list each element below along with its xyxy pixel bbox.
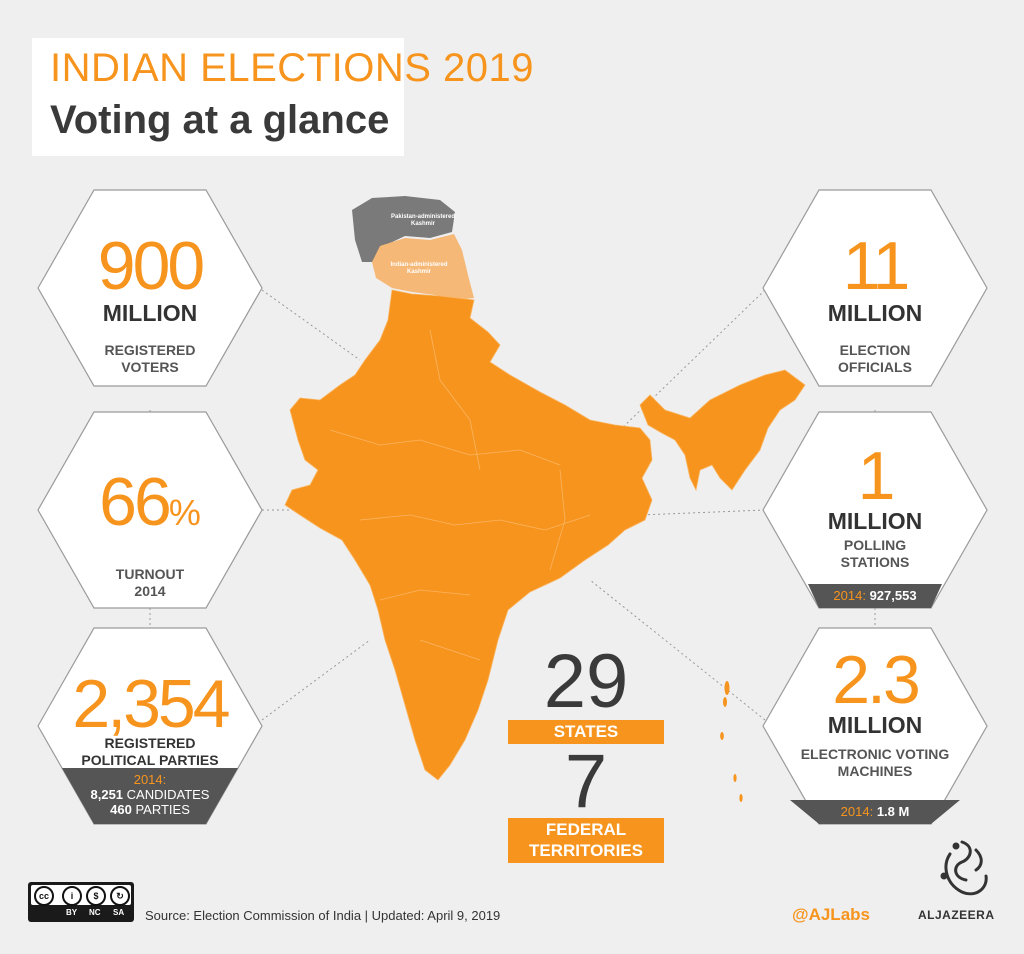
- evm-band-text: 2014: 1.8 M: [790, 804, 960, 819]
- parties-2014-count: 460: [110, 802, 132, 817]
- territories-label-1: FEDERAL: [545, 820, 627, 839]
- candidates-count: 8,251: [90, 787, 124, 802]
- page-title: INDIAN ELECTIONS 2019: [50, 46, 534, 90]
- ind-kashmir-shape: [372, 234, 474, 300]
- states-count: 29: [543, 639, 629, 724]
- hexagon-turnout: [37, 411, 263, 609]
- noncommercial-icon: $: [86, 886, 106, 906]
- polling-band-value: 927,553: [865, 588, 917, 603]
- attribution-icon: i: [62, 886, 82, 906]
- evm-unit: MILLION: [827, 712, 923, 738]
- parties-label-1: REGISTERED: [104, 735, 196, 751]
- polling-band-text: 2014: 927,553: [808, 588, 942, 603]
- india-mainland-shape: [284, 289, 653, 781]
- parties-label-2: POLITICAL PARTIES: [81, 752, 219, 768]
- band-evm: [790, 800, 960, 824]
- parties-2014-label: PARTIES: [131, 802, 190, 817]
- evm-label-1: ELECTRONIC VOTING: [800, 746, 950, 762]
- ajlabs-handle: @AJLabs: [792, 905, 870, 924]
- officials-label-2: OFFICIALS: [838, 359, 912, 375]
- turnout-percent: %: [168, 492, 201, 533]
- india-northeast-shape: [639, 369, 806, 492]
- parties-number: 2,354: [72, 666, 230, 742]
- cc-nc-label: NC: [89, 908, 101, 917]
- polling-number: 1: [857, 438, 896, 514]
- pak-kashmir-label: Pakistan-administered Kashmir: [390, 214, 456, 227]
- turnout-label-1: TURNOUT: [115, 566, 185, 582]
- cc-sa-label: SA: [113, 908, 125, 917]
- territories-count: 7: [564, 739, 608, 824]
- evm-band-year: 2014:: [840, 804, 874, 819]
- turnout-label-2: 2014: [134, 583, 166, 599]
- officials-unit: MILLION: [827, 300, 923, 326]
- territories-label: FEDERAL TERRITORIES: [508, 818, 664, 863]
- polling-unit: MILLION: [827, 508, 923, 534]
- andaman-islands-shape: [720, 681, 743, 802]
- voters-label-1: REGISTERED: [104, 342, 196, 358]
- band-parties: [62, 768, 238, 824]
- cc-icon: cc: [34, 886, 54, 906]
- hexagon-officials: [762, 189, 988, 387]
- evm-band-value: 1.8 M: [873, 804, 910, 819]
- states-label: STATES: [508, 720, 664, 744]
- territories-label-2: TERRITORIES: [529, 841, 643, 860]
- title-box: [32, 38, 404, 156]
- aljazeera-logo-icon: [940, 840, 988, 896]
- officials-label-1: ELECTION: [839, 342, 911, 358]
- evm-label-2: MACHINES: [837, 763, 913, 779]
- source-text: Source: Election Commission of India | U…: [145, 908, 501, 923]
- ind-kashmir-label: Indian-administered Kashmir: [390, 262, 448, 275]
- cc-by-label: BY: [66, 908, 78, 917]
- polling-label-2: STATIONS: [840, 554, 910, 570]
- voters-label-2: VOTERS: [121, 359, 179, 375]
- voters-unit: MILLION: [102, 300, 198, 326]
- evm-number: 2.3: [832, 642, 921, 718]
- cc-license-badge: cc i $ ↻ BY NC SA: [28, 882, 134, 922]
- turnout-value: 66: [99, 464, 172, 540]
- parties-band-year: 2014:: [133, 772, 167, 787]
- aljazeera-wordmark: ALJAZEERA: [918, 908, 995, 922]
- sharealike-icon: ↻: [110, 886, 130, 906]
- polling-label-1: POLLING: [843, 537, 907, 553]
- hexagon-voters: [37, 189, 263, 387]
- polling-band-year: 2014:: [833, 588, 866, 603]
- candidates-label: CANDIDATES: [123, 787, 210, 802]
- officials-number: 11: [842, 228, 911, 304]
- turnout-number: 66%: [38, 468, 262, 536]
- voters-number: 900: [97, 228, 205, 304]
- pak-kashmir-shape: [352, 196, 455, 262]
- band-polling: [808, 584, 942, 608]
- parties-band-text: 2014: 8,251 CANDIDATES 460 PARTIES: [62, 772, 238, 817]
- page-subtitle: Voting at a glance: [50, 98, 390, 142]
